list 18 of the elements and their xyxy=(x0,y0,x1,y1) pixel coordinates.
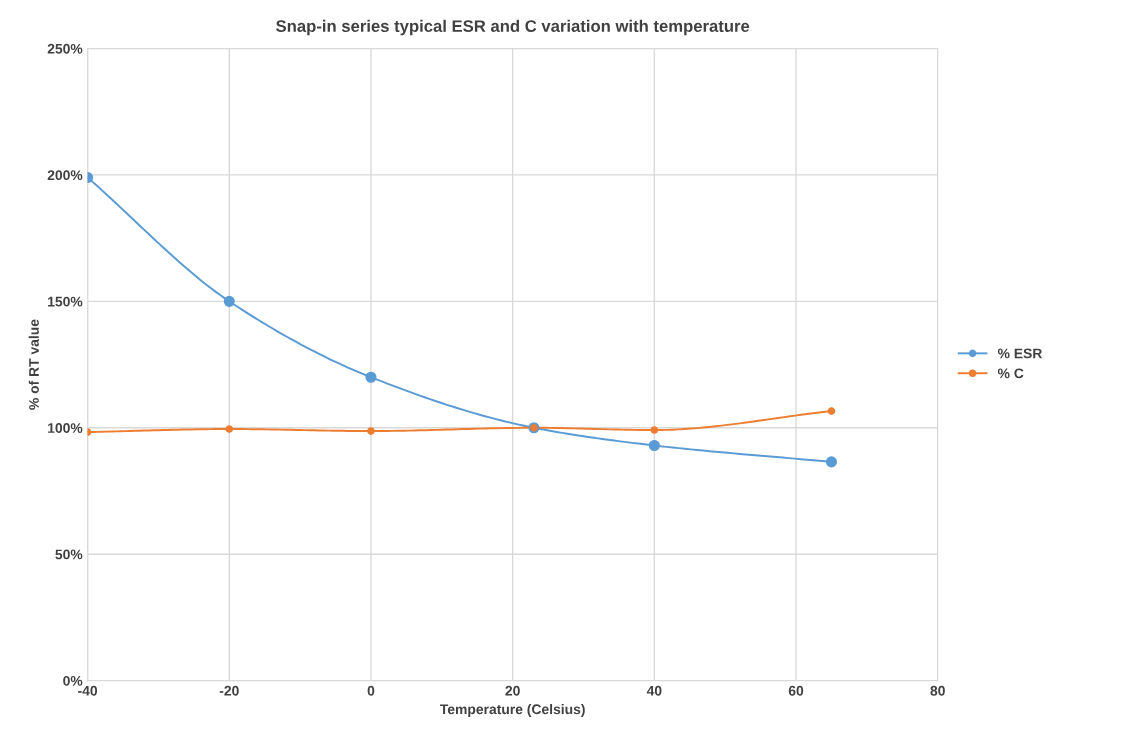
y-axis-title: % of RT value xyxy=(28,319,39,410)
y-tick-label: 0% xyxy=(63,675,83,686)
x-axis-title: Temperature (Celsius) xyxy=(440,703,585,717)
y-tick-label: 100% xyxy=(48,423,83,433)
chart-title: Snap-in series typical ESR and C variation with temperature xyxy=(276,19,750,36)
x-tick-label: 20 xyxy=(505,685,520,696)
y-tick-label: 50% xyxy=(55,549,83,560)
y-tick-label: 250% xyxy=(47,43,83,54)
x-tick-label: 0 xyxy=(367,685,375,696)
x-tick-label: 80 xyxy=(930,685,945,696)
y-tick-label: 200% xyxy=(47,170,83,181)
legend-label: % ESR xyxy=(997,348,1043,359)
x-tick-label: -20 xyxy=(219,685,239,696)
legend-label: % C xyxy=(997,368,1024,379)
x-tick-label: 60 xyxy=(788,685,804,696)
x-tick-label: -40 xyxy=(78,685,98,696)
y-tick-label: 150% xyxy=(48,296,83,307)
x-tick-label: 40 xyxy=(646,685,662,696)
